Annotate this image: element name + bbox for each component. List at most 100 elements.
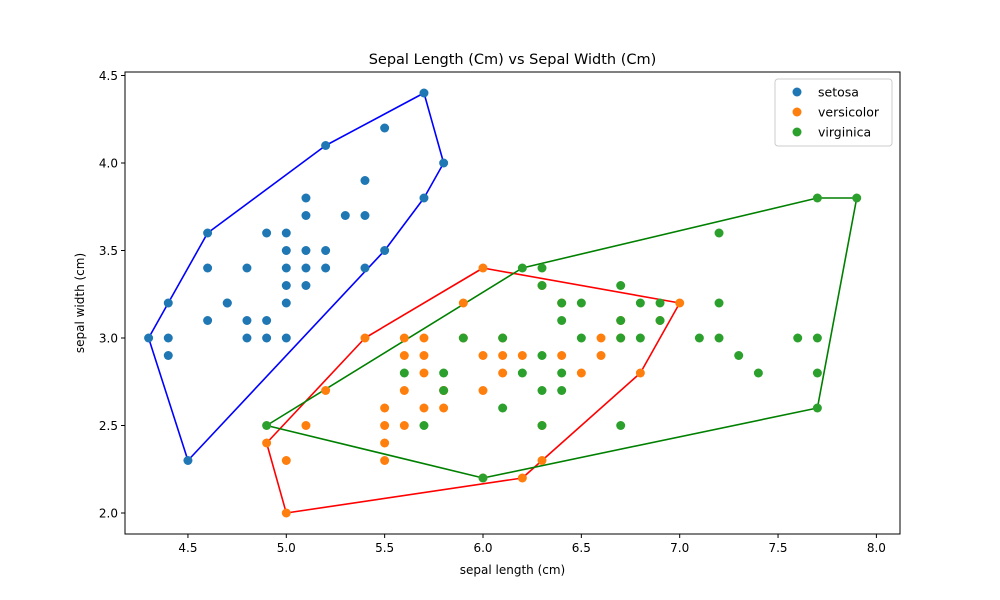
x-tick-label: 5.5: [375, 541, 394, 555]
versicolor-point-8: [596, 351, 606, 360]
setosa-point-37: [262, 228, 272, 238]
plot-frame: [124, 71, 901, 535]
versicolor-point-18: [517, 473, 527, 483]
setosa-point-33: [281, 281, 291, 290]
legend-label-virginica: virginica: [818, 125, 871, 140]
setosa-point-20: [203, 228, 213, 238]
setosa-point-25: [321, 246, 331, 255]
virginica-point-7: [734, 351, 744, 360]
virginica-point-35: [655, 316, 665, 325]
virginica-point-39: [537, 421, 547, 430]
virginica-point-33: [537, 263, 547, 273]
versicolor-point-28: [419, 403, 429, 413]
setosa-point-6: [203, 263, 213, 273]
virginica-point-1: [439, 386, 449, 395]
setosa-point-15: [419, 88, 429, 98]
versicolor-point-43: [517, 351, 527, 360]
versicolor-point-3: [380, 456, 390, 465]
virginica-point-3: [537, 351, 547, 360]
x-tick-label: 6.5: [572, 541, 591, 555]
virginica-point-6: [262, 421, 272, 430]
legend-label-setosa: setosa: [818, 85, 859, 100]
x-tick-label: 4.5: [178, 541, 197, 555]
setosa-point-38: [281, 298, 291, 308]
setosa-point-30: [380, 246, 390, 255]
virginica-point-2: [694, 333, 704, 343]
virginica-point-26: [498, 333, 508, 343]
setosa-point-16: [301, 193, 311, 203]
x-tick-label: 7.0: [670, 541, 689, 555]
setosa-point-7: [281, 263, 291, 273]
setosa-point-13: [144, 333, 154, 343]
x-tick-label: 8.0: [867, 541, 886, 555]
legend-box: [774, 78, 893, 147]
virginica-point-34: [557, 316, 567, 325]
legend: setosa versicolor virginica: [774, 78, 893, 147]
setosa-point-8: [163, 351, 173, 360]
x-tick-label: 5.0: [277, 541, 296, 555]
virginica-point-8: [616, 421, 626, 430]
setosa-point-24: [281, 246, 291, 255]
setosa-point-31: [163, 333, 173, 343]
setosa-point-17: [419, 193, 429, 203]
versicolor-point-14: [399, 351, 409, 360]
virginica-point-0: [537, 281, 547, 290]
y-tick-label: 2.5: [99, 419, 118, 433]
versicolor-point-0: [675, 298, 685, 308]
virginica-point-13: [419, 421, 429, 430]
y-tick-label: 4.5: [99, 69, 118, 83]
setosa-point-22: [242, 316, 252, 325]
virginica-point-21: [812, 368, 822, 378]
versicolor-point-42: [419, 351, 429, 360]
setosa-point-3: [203, 316, 213, 325]
versicolor-point-19: [399, 421, 409, 430]
hull-layer: [147, 92, 858, 514]
virginica-point-16: [812, 193, 822, 203]
virginica-point-32: [812, 333, 822, 343]
virginica-point-29: [753, 368, 763, 378]
setosa-point-18: [360, 263, 370, 273]
x-axis-label: sepal length (cm): [460, 563, 565, 577]
virginica-point-18: [478, 473, 488, 483]
versicolor-point-32: [360, 333, 370, 343]
virginica-point-36: [616, 316, 626, 325]
x-tick-label: 7.5: [768, 541, 787, 555]
versicolor-point-40: [399, 386, 409, 395]
virginica-point-41: [458, 333, 468, 343]
virginica-point-23: [616, 281, 626, 290]
versicolor-point-34: [537, 456, 547, 465]
virginica-point-22: [537, 386, 547, 395]
virginica-point-30: [852, 193, 862, 203]
versicolor-point-7: [262, 438, 272, 448]
versicolor-point-38: [439, 403, 449, 413]
virginica-point-4: [576, 333, 586, 343]
versicolor-point-16: [399, 333, 409, 343]
setosa-point-23: [281, 333, 291, 343]
virginica-point-20: [399, 368, 409, 378]
versicolor-point-10: [281, 508, 291, 518]
setosa-point-35: [163, 298, 173, 308]
versicolor-point-5: [419, 368, 429, 378]
virginica-point-17: [812, 403, 822, 413]
setosa-point-28: [321, 141, 331, 150]
virginica-point-12: [635, 333, 645, 343]
setosa-hull-line: [147, 92, 445, 462]
setosa-point-29: [380, 123, 390, 133]
virginica-point-38: [616, 333, 626, 343]
versicolor-point-24: [596, 333, 606, 343]
virginica-point-28: [714, 333, 724, 343]
versicolor-point-41: [419, 333, 429, 343]
versicolor-point-36: [380, 403, 390, 413]
setosa-point-12: [242, 333, 252, 343]
versicolor-point-39: [281, 456, 291, 465]
x-axis: 4.5 5.0 5.5 6.0 6.5 7.0 7.5 8.0: [178, 534, 886, 555]
virginica-point-11: [557, 386, 567, 395]
legend-marker-setosa: [792, 87, 802, 97]
y-axis-label: sepal width (cm): [73, 253, 87, 353]
versicolor-point-29: [380, 438, 390, 448]
versicolor-point-31: [478, 386, 488, 395]
setosa-point-9: [262, 316, 272, 325]
setosa-point-19: [301, 211, 311, 220]
virginica-point-37: [635, 298, 645, 308]
plot-area: [124, 71, 901, 535]
